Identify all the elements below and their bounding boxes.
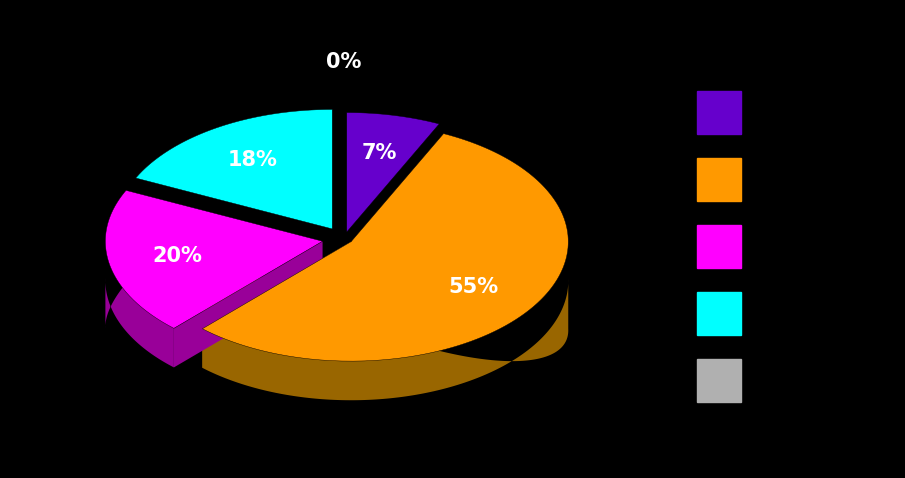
Polygon shape: [105, 190, 322, 328]
Text: 20%: 20%: [153, 247, 203, 266]
Polygon shape: [203, 242, 351, 368]
Polygon shape: [203, 239, 568, 400]
Polygon shape: [105, 239, 174, 368]
Text: 7%: 7%: [361, 143, 396, 163]
Polygon shape: [347, 112, 439, 232]
Polygon shape: [136, 109, 332, 229]
Text: 0%: 0%: [326, 52, 362, 72]
Bar: [698, 358, 741, 402]
Polygon shape: [203, 133, 568, 361]
Bar: [698, 91, 741, 134]
Bar: [698, 292, 741, 335]
Text: 55%: 55%: [448, 277, 499, 297]
Bar: [698, 158, 741, 201]
Text: 18%: 18%: [228, 150, 278, 170]
Polygon shape: [174, 241, 322, 368]
Bar: [698, 225, 741, 268]
